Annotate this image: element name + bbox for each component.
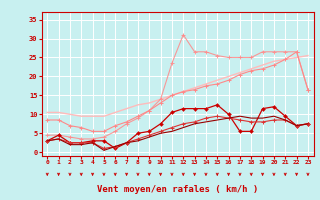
- X-axis label: Vent moyen/en rafales ( km/h ): Vent moyen/en rafales ( km/h ): [97, 185, 258, 194]
